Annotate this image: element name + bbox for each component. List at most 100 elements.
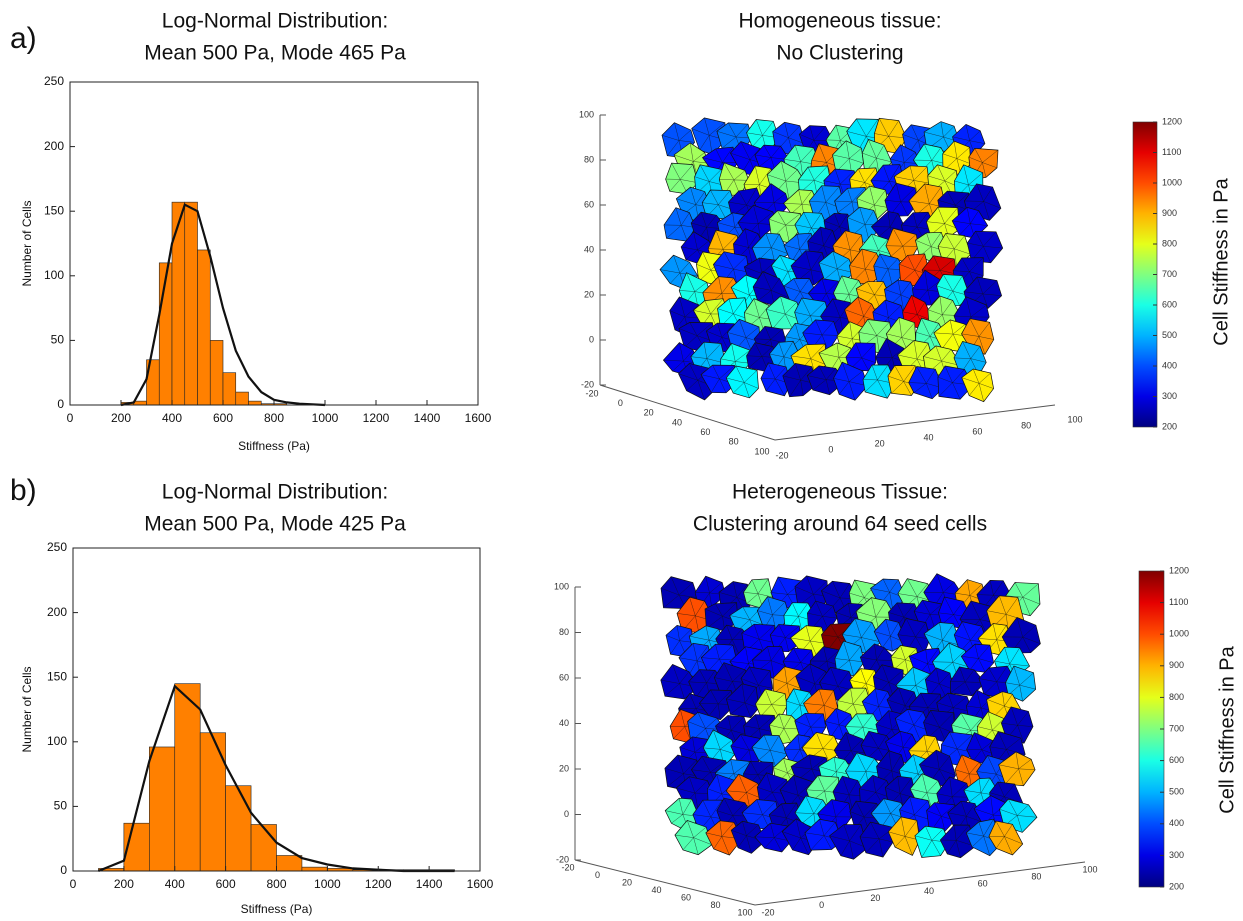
cell-edge [815, 601, 823, 617]
z-tick-label: 80 [559, 627, 569, 637]
cell-edge [931, 840, 941, 856]
cell-edge [751, 746, 771, 751]
cell-edge [978, 821, 984, 837]
cell-edge [895, 718, 914, 726]
cell-edge [856, 713, 864, 728]
cell-edge [883, 165, 890, 182]
cell-edge [974, 644, 979, 659]
cell-edge [702, 292, 722, 294]
cell-edge [773, 767, 788, 774]
cell-edge [706, 670, 716, 683]
cell-edge [713, 264, 734, 270]
cell-edge [818, 262, 838, 270]
cell-edge [966, 705, 982, 709]
cell-edge [679, 290, 695, 292]
cell-edge [824, 777, 839, 792]
cell-edge [789, 380, 801, 397]
cell-edge [888, 305, 902, 318]
cell-edge [915, 332, 931, 337]
cell-edge [833, 292, 849, 295]
cell-edge [978, 658, 994, 663]
cell-edge [886, 699, 906, 706]
cell-edge [966, 207, 971, 224]
x-tick-label: 1600 [465, 411, 492, 425]
cell-edge [861, 357, 876, 363]
cell-edge [860, 668, 867, 684]
cell-edge [983, 246, 1003, 249]
cell-edge [944, 596, 954, 615]
cell-edge [678, 582, 693, 596]
cell-edge [881, 664, 889, 683]
cell-edge [947, 693, 954, 708]
cell-edge [968, 172, 983, 186]
y-tick-label: 20 [875, 438, 885, 448]
cell-edge [902, 734, 913, 748]
cell-edge [957, 734, 973, 750]
z-tick-label: 60 [559, 672, 569, 682]
cell-edge [803, 703, 825, 706]
cell-edge [719, 820, 722, 837]
cell-edge [899, 769, 919, 775]
cell-edge [696, 264, 711, 271]
cell-edge [702, 251, 711, 271]
x-tick-label: 0 [70, 877, 77, 891]
cell-edge [755, 714, 760, 729]
cell-edge [890, 656, 906, 660]
cell-edge [898, 317, 902, 338]
cell-edge [970, 717, 982, 731]
cell-edge [963, 291, 983, 295]
cell-edge [965, 296, 972, 317]
cell-edge [795, 676, 815, 684]
cell-edge [907, 578, 918, 597]
cell-edge [952, 662, 969, 668]
bar [235, 391, 249, 406]
cell-edge [983, 246, 991, 263]
cell-edge [939, 756, 950, 770]
cell-edge [876, 335, 880, 354]
bar [250, 824, 277, 872]
cell-edge [762, 271, 772, 291]
cell-edge [690, 187, 696, 205]
cell-edge [879, 253, 889, 269]
cell-edge [1005, 768, 1019, 785]
cell-edge [976, 690, 982, 708]
cell-edge [757, 578, 769, 594]
cell-edge [758, 223, 761, 239]
cell-edge [756, 799, 763, 815]
cell-edge [851, 187, 866, 203]
cell-edge [901, 322, 915, 338]
cell-edge [874, 189, 886, 206]
cell-edge [987, 755, 997, 775]
cell-edge [675, 207, 682, 226]
cell-edge [823, 822, 836, 836]
cell-edge [854, 579, 865, 598]
x-tick-label: 80 [710, 900, 720, 910]
z-tick-label: 100 [579, 109, 594, 119]
cell-edge [693, 826, 707, 838]
x-tick-label: 20 [644, 408, 654, 418]
cell-edge [780, 296, 786, 315]
cell-edge [795, 363, 801, 381]
cell-edge [889, 164, 901, 182]
z-tick-label: 0 [589, 334, 594, 344]
cell-edge [800, 837, 809, 855]
cell-edge [866, 119, 879, 137]
cell-edge [785, 302, 797, 315]
cell-edge [817, 775, 825, 792]
cell-edge [819, 819, 825, 836]
cell-edge [678, 594, 698, 598]
cell-edge [695, 682, 707, 698]
cell-edge [925, 679, 940, 684]
cell-edge [938, 382, 953, 397]
cell-edge [772, 131, 789, 138]
cell-edge [902, 311, 918, 315]
cell-edge [995, 820, 1005, 837]
cell-edge [794, 586, 814, 595]
x-tick-label: 400 [162, 411, 182, 425]
cell-edge [974, 732, 982, 750]
cell-edge [801, 297, 811, 316]
cell-edge [904, 152, 916, 163]
cell-edge [809, 125, 814, 141]
colorbar-tick-label: 200 [1162, 421, 1177, 431]
cell-edge [848, 603, 851, 618]
